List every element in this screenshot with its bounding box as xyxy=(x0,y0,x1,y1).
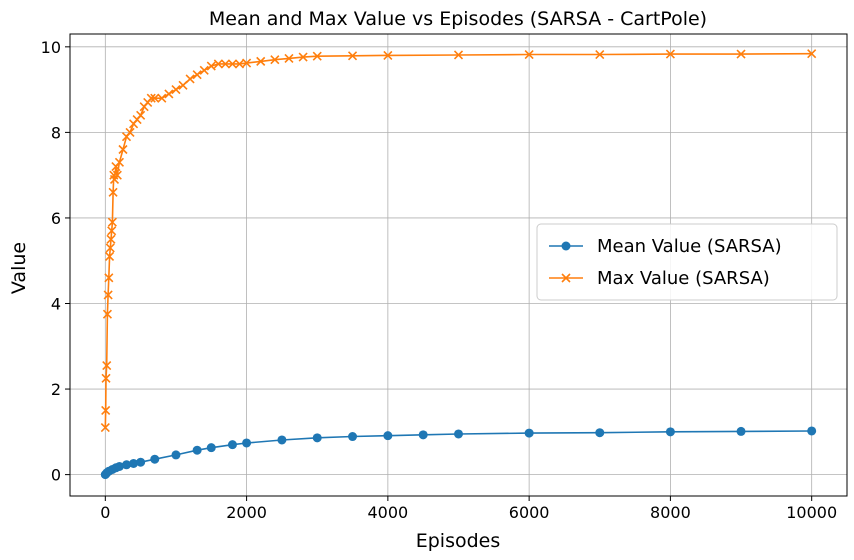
data-point xyxy=(595,428,605,438)
plot-frame xyxy=(69,33,848,497)
legend-marker xyxy=(561,241,571,251)
data-point xyxy=(171,450,181,460)
x-axis-label: Episodes xyxy=(416,530,501,552)
data-point xyxy=(106,234,116,244)
data-point xyxy=(109,174,120,185)
x-tick-label: 2000 xyxy=(226,503,267,522)
data-point xyxy=(114,157,125,167)
data-point xyxy=(101,405,111,416)
data-point xyxy=(104,273,114,283)
data-point xyxy=(100,422,110,433)
data-point xyxy=(199,65,209,75)
data-point xyxy=(220,59,230,69)
data-point xyxy=(114,461,124,471)
y-tick-label: 2 xyxy=(51,380,61,399)
data-point xyxy=(227,59,238,69)
data-point xyxy=(807,49,817,59)
data-point xyxy=(192,445,202,455)
series-1 xyxy=(100,426,817,480)
data-point xyxy=(524,49,534,60)
data-point xyxy=(185,74,195,84)
x-tick-label: 0 xyxy=(100,503,110,522)
data-point xyxy=(105,243,115,253)
data-point xyxy=(102,309,113,319)
data-point xyxy=(157,93,167,103)
data-point xyxy=(665,427,675,437)
data-point xyxy=(213,59,223,69)
y-tick-label: 8 xyxy=(51,123,61,142)
data-point xyxy=(118,144,128,155)
data-point xyxy=(103,290,113,300)
data-point xyxy=(736,49,746,59)
data-point xyxy=(107,226,117,236)
data-point xyxy=(171,85,181,95)
series-line xyxy=(104,52,812,428)
data-point xyxy=(454,429,463,439)
data-point xyxy=(270,55,280,65)
data-point xyxy=(206,61,216,71)
data-point xyxy=(108,187,118,197)
data-point xyxy=(312,433,322,443)
legend: Mean Value (SARSA) Max Value (SARSA) xyxy=(536,223,838,301)
data-point xyxy=(125,127,135,137)
legend-item: Max Value (SARSA) xyxy=(549,268,770,289)
data-point xyxy=(298,52,308,62)
data-point xyxy=(277,435,287,445)
y-tick-label: 4 xyxy=(51,295,61,314)
series-layer xyxy=(100,49,817,480)
axis-ticks: 0 2000 4000 6000 8000 10000 0 2 4 6 8 10 xyxy=(41,38,837,522)
data-point xyxy=(242,58,252,68)
chart-title: Mean and Max Value vs Episodes (SARSA - … xyxy=(209,8,707,30)
data-point xyxy=(178,80,188,90)
data-point xyxy=(383,431,393,441)
data-point xyxy=(136,110,146,120)
x-tick-label: 8000 xyxy=(650,503,691,522)
data-point xyxy=(242,438,252,448)
data-point xyxy=(284,53,294,63)
data-point xyxy=(347,51,358,61)
data-point xyxy=(524,428,534,438)
data-point xyxy=(107,217,117,227)
data-point xyxy=(418,430,428,440)
x-tick-label: 4000 xyxy=(368,503,409,522)
legend-marker xyxy=(561,273,571,283)
data-point xyxy=(150,93,160,103)
data-point xyxy=(192,70,202,80)
x-tick-label: 6000 xyxy=(509,503,550,522)
legend-item: Mean Value (SARSA) xyxy=(549,236,782,257)
y-tick-label: 0 xyxy=(51,466,61,485)
data-point xyxy=(101,373,111,383)
data-point xyxy=(348,432,358,442)
data-point xyxy=(736,426,746,436)
data-point xyxy=(807,426,817,436)
data-point xyxy=(256,56,266,66)
x-tick-label: 10000 xyxy=(786,503,837,522)
data-point xyxy=(104,251,115,262)
data-point xyxy=(312,51,322,61)
y-tick-label: 10 xyxy=(41,38,61,57)
data-point xyxy=(146,93,156,103)
data-point xyxy=(453,50,464,60)
legend-label: Mean Value (SARSA) xyxy=(597,236,782,257)
data-point xyxy=(112,170,122,180)
data-point xyxy=(136,457,146,467)
legend-label: Max Value (SARSA) xyxy=(597,268,770,289)
data-point xyxy=(383,50,393,60)
series-2 xyxy=(100,49,817,433)
data-point xyxy=(665,49,675,59)
y-axis-label: Value xyxy=(8,242,30,294)
data-point xyxy=(164,89,174,99)
data-point xyxy=(129,458,139,468)
data-point xyxy=(150,454,160,464)
data-point xyxy=(227,440,237,450)
data-point xyxy=(102,360,112,371)
data-point xyxy=(122,460,132,470)
legend-box xyxy=(536,223,838,301)
y-tick-label: 6 xyxy=(51,209,61,228)
data-point xyxy=(595,49,605,60)
data-point xyxy=(206,443,216,453)
